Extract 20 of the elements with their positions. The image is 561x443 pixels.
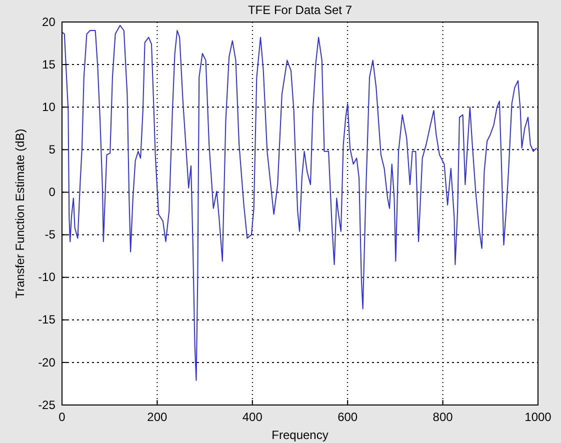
x-tick-label: 200 bbox=[147, 410, 168, 424]
y-tick-label: 5 bbox=[48, 142, 56, 157]
y-tick-label: 0 bbox=[48, 185, 56, 200]
y-tick-label: 15 bbox=[42, 57, 56, 72]
y-tick-label: 10 bbox=[42, 100, 56, 114]
x-tick-label: 400 bbox=[242, 410, 263, 424]
y-tick-label: -5 bbox=[44, 228, 56, 242]
y-tick-label: -15 bbox=[38, 312, 56, 327]
y-tick-label: 20 bbox=[42, 14, 56, 29]
x-tick-label: 800 bbox=[432, 410, 454, 424]
y-tick-label: -25 bbox=[38, 398, 56, 412]
y-tick-label: -20 bbox=[38, 355, 56, 370]
x-axis-title: Frequency bbox=[272, 428, 328, 442]
chart-title: TFE For Data Set 7 bbox=[248, 3, 352, 17]
y-tick-label: -10 bbox=[38, 270, 56, 284]
y-axis-title: Transfer Function Estimate (dB) bbox=[13, 128, 27, 298]
x-tick-label: 600 bbox=[338, 410, 358, 424]
x-tick-label: 0 bbox=[58, 410, 66, 424]
x-tick-label: 1000 bbox=[524, 410, 552, 424]
line-series bbox=[62, 24, 538, 381]
